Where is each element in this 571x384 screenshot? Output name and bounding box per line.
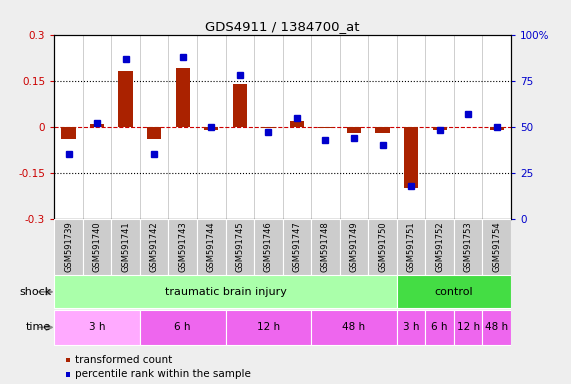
Bar — [90, 124, 104, 127]
Text: time: time — [26, 322, 51, 333]
Bar — [397, 310, 425, 345]
Text: 6 h: 6 h — [175, 322, 191, 333]
Bar — [433, 127, 447, 130]
Text: GSM591748: GSM591748 — [321, 222, 330, 272]
Text: control: control — [435, 287, 473, 297]
Bar — [311, 219, 340, 275]
Bar — [454, 219, 482, 275]
Bar — [254, 219, 283, 275]
Text: 48 h: 48 h — [485, 322, 508, 333]
Bar — [61, 127, 75, 139]
Text: 6 h: 6 h — [432, 322, 448, 333]
Bar — [319, 127, 332, 128]
Text: GSM591745: GSM591745 — [235, 222, 244, 272]
Text: GSM591744: GSM591744 — [207, 222, 216, 272]
Text: GSM591743: GSM591743 — [178, 222, 187, 272]
Bar — [425, 219, 454, 275]
Bar — [397, 219, 425, 275]
Bar — [147, 127, 162, 139]
Bar — [119, 71, 132, 127]
Text: 3 h: 3 h — [89, 322, 105, 333]
Bar — [347, 127, 361, 133]
Text: 3 h: 3 h — [403, 322, 419, 333]
Bar — [176, 68, 190, 127]
Bar — [140, 310, 226, 345]
Text: GSM591754: GSM591754 — [492, 222, 501, 272]
Text: 48 h: 48 h — [343, 322, 365, 333]
Bar — [140, 219, 168, 275]
Text: 12 h: 12 h — [457, 322, 480, 333]
Bar — [454, 310, 482, 345]
Text: GSM591741: GSM591741 — [121, 222, 130, 272]
Text: GSM591753: GSM591753 — [464, 222, 473, 272]
Bar — [197, 219, 226, 275]
Bar — [283, 219, 311, 275]
Bar — [54, 219, 83, 275]
Bar — [397, 275, 511, 308]
Text: shock: shock — [19, 287, 51, 297]
Text: GSM591751: GSM591751 — [407, 222, 416, 272]
Bar — [54, 275, 397, 308]
Text: transformed count: transformed count — [75, 355, 173, 365]
Bar — [54, 310, 140, 345]
Text: GSM591739: GSM591739 — [64, 222, 73, 272]
Title: GDS4911 / 1384700_at: GDS4911 / 1384700_at — [206, 20, 360, 33]
Bar — [168, 219, 197, 275]
Bar — [490, 127, 504, 130]
Bar — [482, 310, 511, 345]
Bar — [376, 127, 389, 133]
Text: GSM591750: GSM591750 — [378, 222, 387, 272]
Text: GSM591746: GSM591746 — [264, 222, 273, 272]
Bar — [340, 219, 368, 275]
Bar — [290, 121, 304, 127]
Bar — [368, 219, 397, 275]
Text: 12 h: 12 h — [257, 322, 280, 333]
Bar — [111, 219, 140, 275]
Text: GSM591752: GSM591752 — [435, 222, 444, 272]
Text: GSM591749: GSM591749 — [349, 222, 359, 272]
Text: GSM591742: GSM591742 — [150, 222, 159, 272]
Bar — [262, 127, 275, 128]
Bar — [482, 219, 511, 275]
Bar — [83, 219, 111, 275]
Bar — [233, 84, 247, 127]
Bar — [404, 127, 418, 188]
Bar — [226, 219, 254, 275]
Bar — [425, 310, 454, 345]
Text: GSM591740: GSM591740 — [93, 222, 102, 272]
Bar — [204, 127, 218, 130]
Bar — [311, 310, 397, 345]
Text: percentile rank within the sample: percentile rank within the sample — [75, 369, 251, 379]
Text: traumatic brain injury: traumatic brain injury — [164, 287, 287, 297]
Bar — [226, 310, 311, 345]
Text: GSM591747: GSM591747 — [292, 222, 301, 272]
